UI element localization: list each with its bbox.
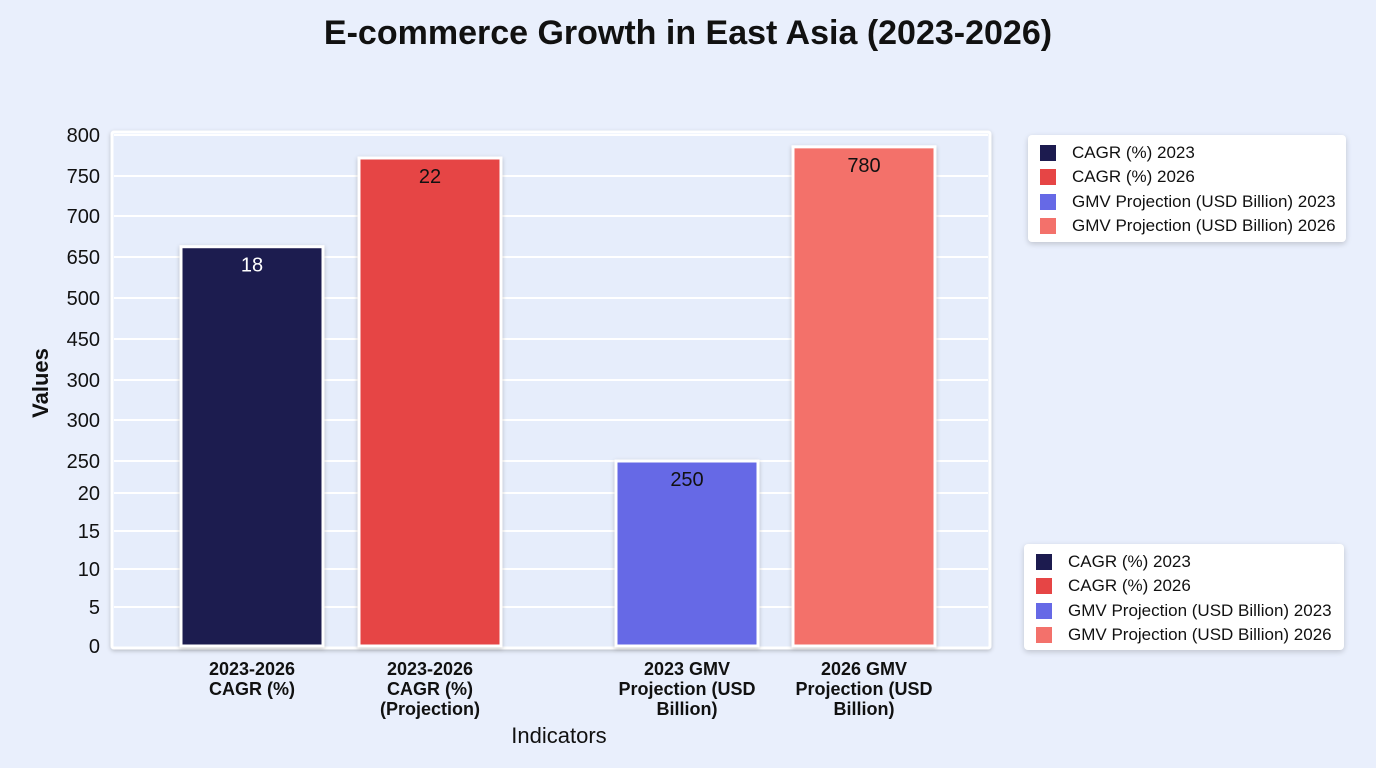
x-tick-line: Projection (USD (618, 679, 755, 699)
x-tick-line: 2023 GMV (644, 659, 730, 679)
legend-label: CAGR (%) 2026 (1072, 167, 1195, 187)
legend-item: CAGR (%) 2026 (1036, 574, 1334, 598)
x-tick-label: 2026 GMV Projection (USD Billion) (795, 659, 932, 719)
bar (357, 156, 503, 648)
legend-swatch (1036, 554, 1052, 571)
chart-title: E-commerce Growth in East Asia (2023-202… (323, 14, 1053, 52)
x-tick-line: Billion) (834, 699, 895, 719)
y-tick-label: 300 (67, 410, 100, 432)
bar-value-label: 250 (670, 469, 703, 491)
legend-swatch (1036, 578, 1052, 595)
bar (614, 459, 760, 648)
y-tick-label: 5 (89, 597, 100, 619)
y-axis-label: Values (28, 348, 53, 418)
x-tick-label: 2023-2026 CAGR (%) (Projection) (380, 659, 480, 719)
x-tick-label: 2023 GMV Projection (USD Billion) (618, 659, 755, 719)
legend-item: CAGR (%) 2026 (1040, 165, 1336, 189)
legend-item: GMV Projection (USD Billion) 2023 (1040, 190, 1336, 214)
legend-label: CAGR (%) 2026 (1068, 576, 1191, 596)
legend-label: CAGR (%) 2023 (1072, 143, 1195, 163)
y-tick-label: 250 (67, 451, 100, 473)
x-tick-line: (Projection) (380, 699, 480, 719)
y-tick-label: 10 (78, 559, 100, 581)
legend-swatch (1040, 145, 1056, 162)
y-tick-label: 450 (67, 329, 100, 351)
bar-value-label: 18 (241, 255, 263, 277)
y-tick-label: 800 (67, 125, 100, 147)
x-tick-label: 2023-2026 CAGR (%) (209, 659, 295, 699)
x-tick-line: 2023-2026 (209, 659, 295, 679)
y-tick-label: 650 (67, 247, 100, 269)
y-tick-label: 700 (67, 206, 100, 228)
legend-swatch (1036, 602, 1052, 619)
legend-item: CAGR (%) 2023 (1036, 550, 1334, 574)
legend-swatch (1040, 218, 1056, 235)
x-tick-line: 2026 GMV (821, 659, 907, 679)
x-tick-line: 2023-2026 (387, 659, 473, 679)
legend-item: GMV Projection (USD Billion) 2023 (1036, 599, 1334, 623)
bar (179, 245, 325, 648)
x-tick-line: Billion) (657, 699, 718, 719)
plot-area (110, 130, 992, 650)
bar-value-label: 780 (847, 155, 880, 177)
legend-label: GMV Projection (USD Billion) 2026 (1072, 216, 1336, 236)
x-tick-line: CAGR (%) (387, 679, 473, 699)
legend-bottom: CAGR (%) 2023 CAGR (%) 2026 GMV Projecti… (1024, 544, 1344, 650)
bar (791, 145, 937, 648)
legend-item: GMV Projection (USD Billion) 2026 (1036, 623, 1334, 647)
legend-swatch (1040, 193, 1056, 210)
x-tick-line: CAGR (%) (209, 679, 295, 699)
legend-item: GMV Projection (USD Billion) 2026 (1040, 214, 1336, 238)
y-tick-label: 20 (78, 483, 100, 505)
legend-label: GMV Projection (USD Billion) 2023 (1068, 600, 1332, 620)
legend-label: GMV Projection (USD Billion) 2026 (1068, 625, 1332, 645)
y-tick-label: 0 (89, 636, 100, 658)
bar-value-label: 22 (419, 166, 441, 188)
legend-swatch (1040, 169, 1056, 186)
legend-label: GMV Projection (USD Billion) 2023 (1072, 191, 1336, 211)
y-tick-label: 500 (67, 288, 100, 310)
x-tick-line: Projection (USD (795, 679, 932, 699)
y-tick-label: 300 (67, 370, 100, 392)
y-tick-label: 15 (78, 521, 100, 543)
legend-swatch (1036, 627, 1052, 644)
y-tick-label: 750 (67, 166, 100, 188)
legend-label: CAGR (%) 2023 (1068, 552, 1191, 572)
legend-item: CAGR (%) 2023 (1040, 141, 1336, 165)
x-axis-label: Indicators (511, 723, 606, 748)
legend-top: CAGR (%) 2023 CAGR (%) 2026 GMV Projecti… (1028, 135, 1346, 242)
